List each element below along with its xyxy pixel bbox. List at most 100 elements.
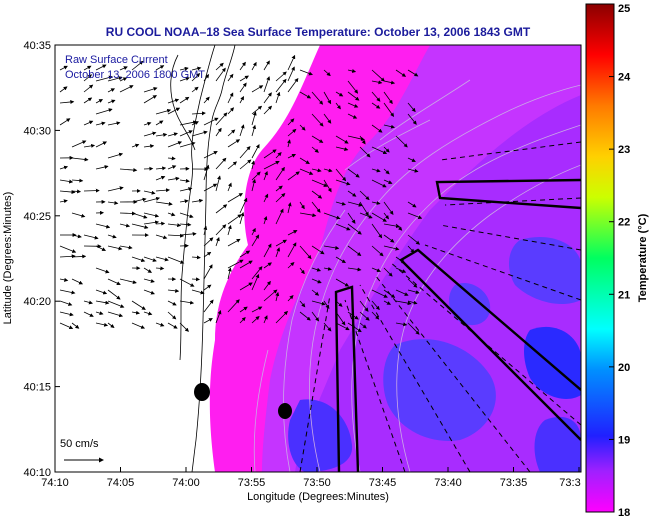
current-vector bbox=[371, 289, 388, 298]
current-vector bbox=[287, 139, 291, 148]
current-vector bbox=[263, 76, 271, 93]
coastline-inner bbox=[179, 45, 216, 361]
current-vector bbox=[335, 278, 350, 287]
current-vector bbox=[395, 322, 408, 327]
current-vector bbox=[155, 120, 164, 126]
current-vector bbox=[287, 154, 297, 159]
current-vector bbox=[299, 300, 306, 308]
current-vector bbox=[155, 234, 168, 240]
current-vector bbox=[119, 245, 133, 250]
current-vector bbox=[71, 234, 82, 239]
current-vector bbox=[371, 69, 385, 82]
current-vector bbox=[239, 96, 244, 104]
current-vector bbox=[311, 146, 319, 153]
current-vector bbox=[287, 66, 295, 82]
current-vector bbox=[335, 168, 347, 182]
current-vector bbox=[311, 278, 322, 284]
current-vector bbox=[59, 118, 71, 126]
colorbar-tick-label: 24 bbox=[618, 72, 631, 84]
current-vector bbox=[179, 199, 189, 204]
x-tick-label: 74:05 bbox=[107, 477, 135, 489]
sst-field-purple-2 bbox=[295, 95, 581, 472]
current-vector bbox=[155, 65, 165, 71]
current-vector bbox=[167, 176, 180, 181]
current-vector bbox=[371, 245, 384, 257]
current-vector bbox=[287, 54, 296, 71]
current-vector bbox=[383, 179, 393, 184]
current-vector bbox=[347, 80, 359, 94]
sst-patch-blue-4 bbox=[524, 326, 581, 399]
current-vector bbox=[203, 284, 212, 291]
current-vector bbox=[371, 201, 381, 205]
current-vector bbox=[347, 212, 356, 224]
current-vector bbox=[371, 168, 381, 173]
current-vector bbox=[407, 113, 417, 125]
current-vector bbox=[299, 311, 311, 321]
sampling-boxes bbox=[334, 178, 581, 472]
current-vector bbox=[299, 157, 310, 165]
y-tick-label: 40:25 bbox=[23, 211, 51, 223]
current-vector bbox=[179, 187, 193, 192]
current-vector bbox=[227, 107, 235, 115]
current-vector bbox=[407, 289, 420, 295]
current-vector bbox=[383, 223, 401, 229]
current-vector bbox=[59, 179, 74, 184]
current-vector bbox=[407, 69, 419, 77]
current-vector bbox=[215, 112, 228, 126]
current-vector bbox=[347, 91, 360, 101]
current-vector bbox=[131, 197, 147, 203]
current-vector bbox=[263, 161, 280, 170]
x-tick-label: 73:50 bbox=[303, 477, 331, 489]
current-vector bbox=[371, 179, 387, 188]
current-vector bbox=[143, 131, 157, 137]
current-vector bbox=[143, 311, 153, 316]
current-vector bbox=[227, 139, 241, 148]
x-tick-label: 74:00 bbox=[172, 477, 200, 489]
current-vector bbox=[275, 71, 287, 82]
y-tick-label: 40:35 bbox=[23, 40, 51, 52]
current-vector bbox=[395, 289, 409, 296]
current-vector bbox=[71, 254, 87, 259]
current-vector bbox=[299, 69, 313, 76]
current-vector bbox=[191, 255, 201, 260]
current-vector bbox=[179, 76, 190, 82]
current-vector bbox=[155, 166, 167, 171]
current-vector bbox=[239, 250, 251, 258]
current-vector bbox=[347, 190, 357, 197]
y-tick-label: 40:30 bbox=[23, 125, 51, 137]
current-vector bbox=[71, 322, 80, 329]
current-vector bbox=[275, 166, 285, 181]
current-vector bbox=[359, 135, 366, 145]
current-vector bbox=[227, 259, 244, 269]
current-vector bbox=[383, 146, 390, 153]
current-vector bbox=[239, 260, 253, 269]
current-vector bbox=[179, 212, 194, 219]
current-vector bbox=[83, 97, 93, 104]
current-vector bbox=[203, 225, 208, 236]
current-vector bbox=[239, 282, 253, 291]
current-vector bbox=[371, 311, 380, 320]
current-vector bbox=[215, 175, 221, 192]
station-marker-1 bbox=[194, 383, 210, 401]
current-vector bbox=[383, 91, 393, 105]
current-vector bbox=[263, 193, 269, 203]
colorbar-tick-label: 21 bbox=[618, 289, 630, 301]
current-vector bbox=[251, 85, 264, 93]
current-vector bbox=[119, 278, 137, 285]
current-vector bbox=[83, 65, 92, 71]
plot-frame bbox=[54, 44, 582, 473]
current-vector bbox=[383, 80, 396, 85]
current-vector bbox=[179, 231, 197, 236]
current-vector bbox=[263, 92, 272, 104]
current-vector bbox=[311, 179, 328, 187]
current-vector bbox=[287, 118, 295, 126]
current-vector bbox=[203, 237, 214, 247]
current-vector bbox=[323, 179, 332, 193]
current-vector bbox=[107, 322, 115, 328]
current-vector bbox=[371, 91, 381, 102]
current-vector bbox=[167, 212, 176, 217]
current-vector bbox=[95, 245, 107, 251]
current-vector bbox=[203, 251, 212, 258]
current-vector bbox=[371, 80, 383, 85]
current-vector bbox=[407, 157, 416, 162]
